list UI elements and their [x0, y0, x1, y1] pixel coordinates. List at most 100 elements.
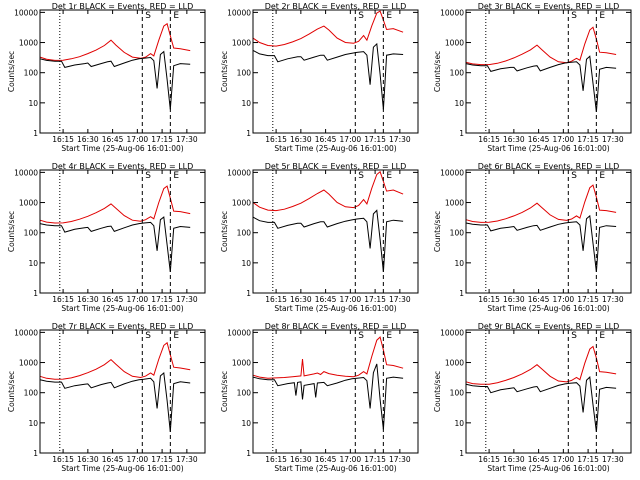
- y-tick-label: 10000: [14, 328, 38, 337]
- events-series-line: [39, 372, 191, 432]
- x-tick-label: 16:30: [77, 295, 99, 304]
- y-tick-label: 10000: [440, 168, 464, 177]
- x-tick-label: 17:00: [127, 295, 149, 304]
- events-series-line: [39, 50, 191, 110]
- x-tick-label: 16:30: [503, 455, 525, 464]
- marker-label: S: [571, 11, 577, 21]
- panel-title: Det 3r BLACK = Events, RED = LLD: [478, 2, 620, 11]
- x-tick-label: 16:15: [265, 455, 287, 464]
- x-tick-label: 16:45: [528, 135, 550, 144]
- x-tick-label: 17:00: [553, 295, 575, 304]
- x-axis-label: Start Time (25-Aug-06 16:01:00): [274, 144, 396, 153]
- x-tick-label: 16:45: [528, 295, 550, 304]
- marker-label: E: [386, 171, 392, 181]
- y-tick-label: 10000: [227, 328, 251, 337]
- y-tick-label: 1: [459, 289, 464, 298]
- x-tick-label: 17:15: [364, 135, 386, 144]
- y-axis-label: Counts/sec: [433, 211, 442, 252]
- plot-frame: [252, 169, 419, 294]
- y-tick-label: 1000: [19, 39, 38, 48]
- y-tick-label: 1: [33, 449, 38, 458]
- y-axis-label: Counts/sec: [220, 51, 229, 92]
- lld-series-line: [465, 26, 617, 66]
- y-tick-label: 10000: [440, 328, 464, 337]
- panel-title: Det 4r BLACK = Events, RED = LLD: [52, 162, 194, 171]
- lld-series-line: [465, 184, 617, 223]
- marker-label: S: [358, 11, 364, 21]
- y-tick-label: 100: [237, 229, 252, 238]
- y-tick-label: 1000: [232, 359, 251, 368]
- x-tick-label: 17:15: [577, 295, 599, 304]
- x-tick-label: 16:30: [77, 455, 99, 464]
- y-axis-label: Counts/sec: [7, 51, 16, 92]
- x-tick-label: 16:15: [478, 455, 500, 464]
- lld-series-line: [252, 170, 404, 212]
- y-tick-label: 1000: [232, 199, 251, 208]
- x-tick-label: 17:15: [577, 455, 599, 464]
- events-series-line: [465, 55, 617, 112]
- marker-label: E: [173, 171, 179, 181]
- x-tick-label: 17:00: [340, 295, 362, 304]
- marker-label: E: [173, 331, 179, 341]
- x-axis-label: Start Time (25-Aug-06 16:01:00): [61, 304, 183, 313]
- x-tick-label: 16:15: [478, 295, 500, 304]
- y-tick-label: 1: [246, 129, 251, 138]
- x-tick-label: 17:30: [389, 455, 411, 464]
- y-tick-label: 10000: [14, 168, 38, 177]
- y-tick-label: 10: [28, 259, 38, 268]
- y-tick-label: 100: [24, 69, 39, 78]
- lld-series-line: [39, 185, 191, 224]
- y-tick-label: 100: [24, 389, 39, 398]
- y-tick-label: 10: [454, 419, 464, 428]
- lld-series-line: [465, 345, 617, 385]
- plot-frame: [252, 329, 419, 454]
- y-axis-label: Counts/sec: [7, 211, 16, 252]
- x-tick-label: 16:30: [503, 295, 525, 304]
- plot-frame: [39, 169, 206, 294]
- events-series-line: [252, 363, 404, 430]
- x-tick-label: 17:00: [553, 455, 575, 464]
- panel-title: Det 7r BLACK = Events, RED = LLD: [52, 322, 194, 331]
- y-tick-label: 1000: [445, 39, 464, 48]
- marker-label: S: [358, 331, 364, 341]
- x-axis-label: Start Time (25-Aug-06 16:01:00): [61, 464, 183, 473]
- panel-title: Det 6r BLACK = Events, RED = LLD: [478, 162, 620, 171]
- marker-label: S: [145, 11, 151, 21]
- y-tick-label: 1: [459, 449, 464, 458]
- y-tick-label: 1: [33, 129, 38, 138]
- x-tick-label: 16:45: [528, 455, 550, 464]
- panel-title: Det 5r BLACK = Events, RED = LLD: [265, 162, 407, 171]
- x-tick-label: 16:45: [315, 135, 337, 144]
- panel-title: Det 9r BLACK = Events, RED = LLD: [478, 322, 620, 331]
- y-tick-label: 1000: [19, 199, 38, 208]
- x-tick-label: 16:15: [265, 135, 287, 144]
- marker-label: S: [358, 171, 364, 181]
- x-tick-label: 16:30: [290, 455, 312, 464]
- marker-label: S: [571, 171, 577, 181]
- y-tick-label: 1: [246, 289, 251, 298]
- events-series-line: [252, 42, 404, 110]
- x-tick-label: 17:00: [553, 135, 575, 144]
- x-tick-label: 16:15: [52, 455, 74, 464]
- x-tick-label: 16:15: [52, 135, 74, 144]
- x-tick-label: 17:00: [127, 135, 149, 144]
- x-tick-label: 17:15: [151, 295, 173, 304]
- y-axis-label: Counts/sec: [220, 371, 229, 412]
- x-tick-label: 17:00: [340, 455, 362, 464]
- panel-title: Det 8r BLACK = Events, RED = LLD: [265, 322, 407, 331]
- x-tick-label: 16:45: [102, 295, 124, 304]
- y-tick-label: 10: [28, 99, 38, 108]
- marker-label: E: [173, 11, 179, 21]
- y-tick-label: 100: [450, 229, 465, 238]
- x-tick-label: 17:30: [602, 135, 624, 144]
- y-tick-label: 1: [246, 449, 251, 458]
- y-tick-label: 1000: [19, 359, 38, 368]
- y-tick-label: 100: [450, 69, 465, 78]
- x-tick-label: 17:15: [151, 455, 173, 464]
- plot-frame: [252, 9, 419, 134]
- y-tick-label: 100: [237, 389, 252, 398]
